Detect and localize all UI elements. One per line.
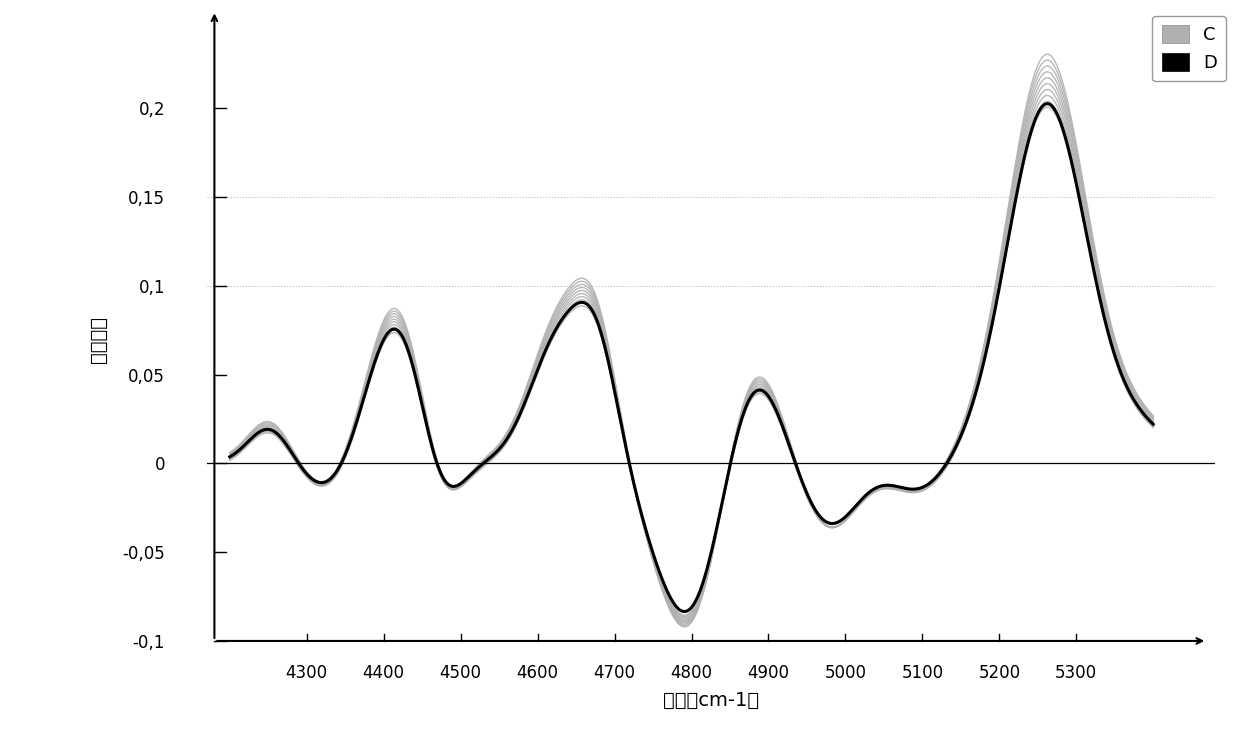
- X-axis label: 波数（cm-1）: 波数（cm-1）: [662, 690, 759, 710]
- Legend: C, D: C, D: [1152, 16, 1226, 81]
- Y-axis label: 相对强度: 相对强度: [89, 315, 108, 362]
